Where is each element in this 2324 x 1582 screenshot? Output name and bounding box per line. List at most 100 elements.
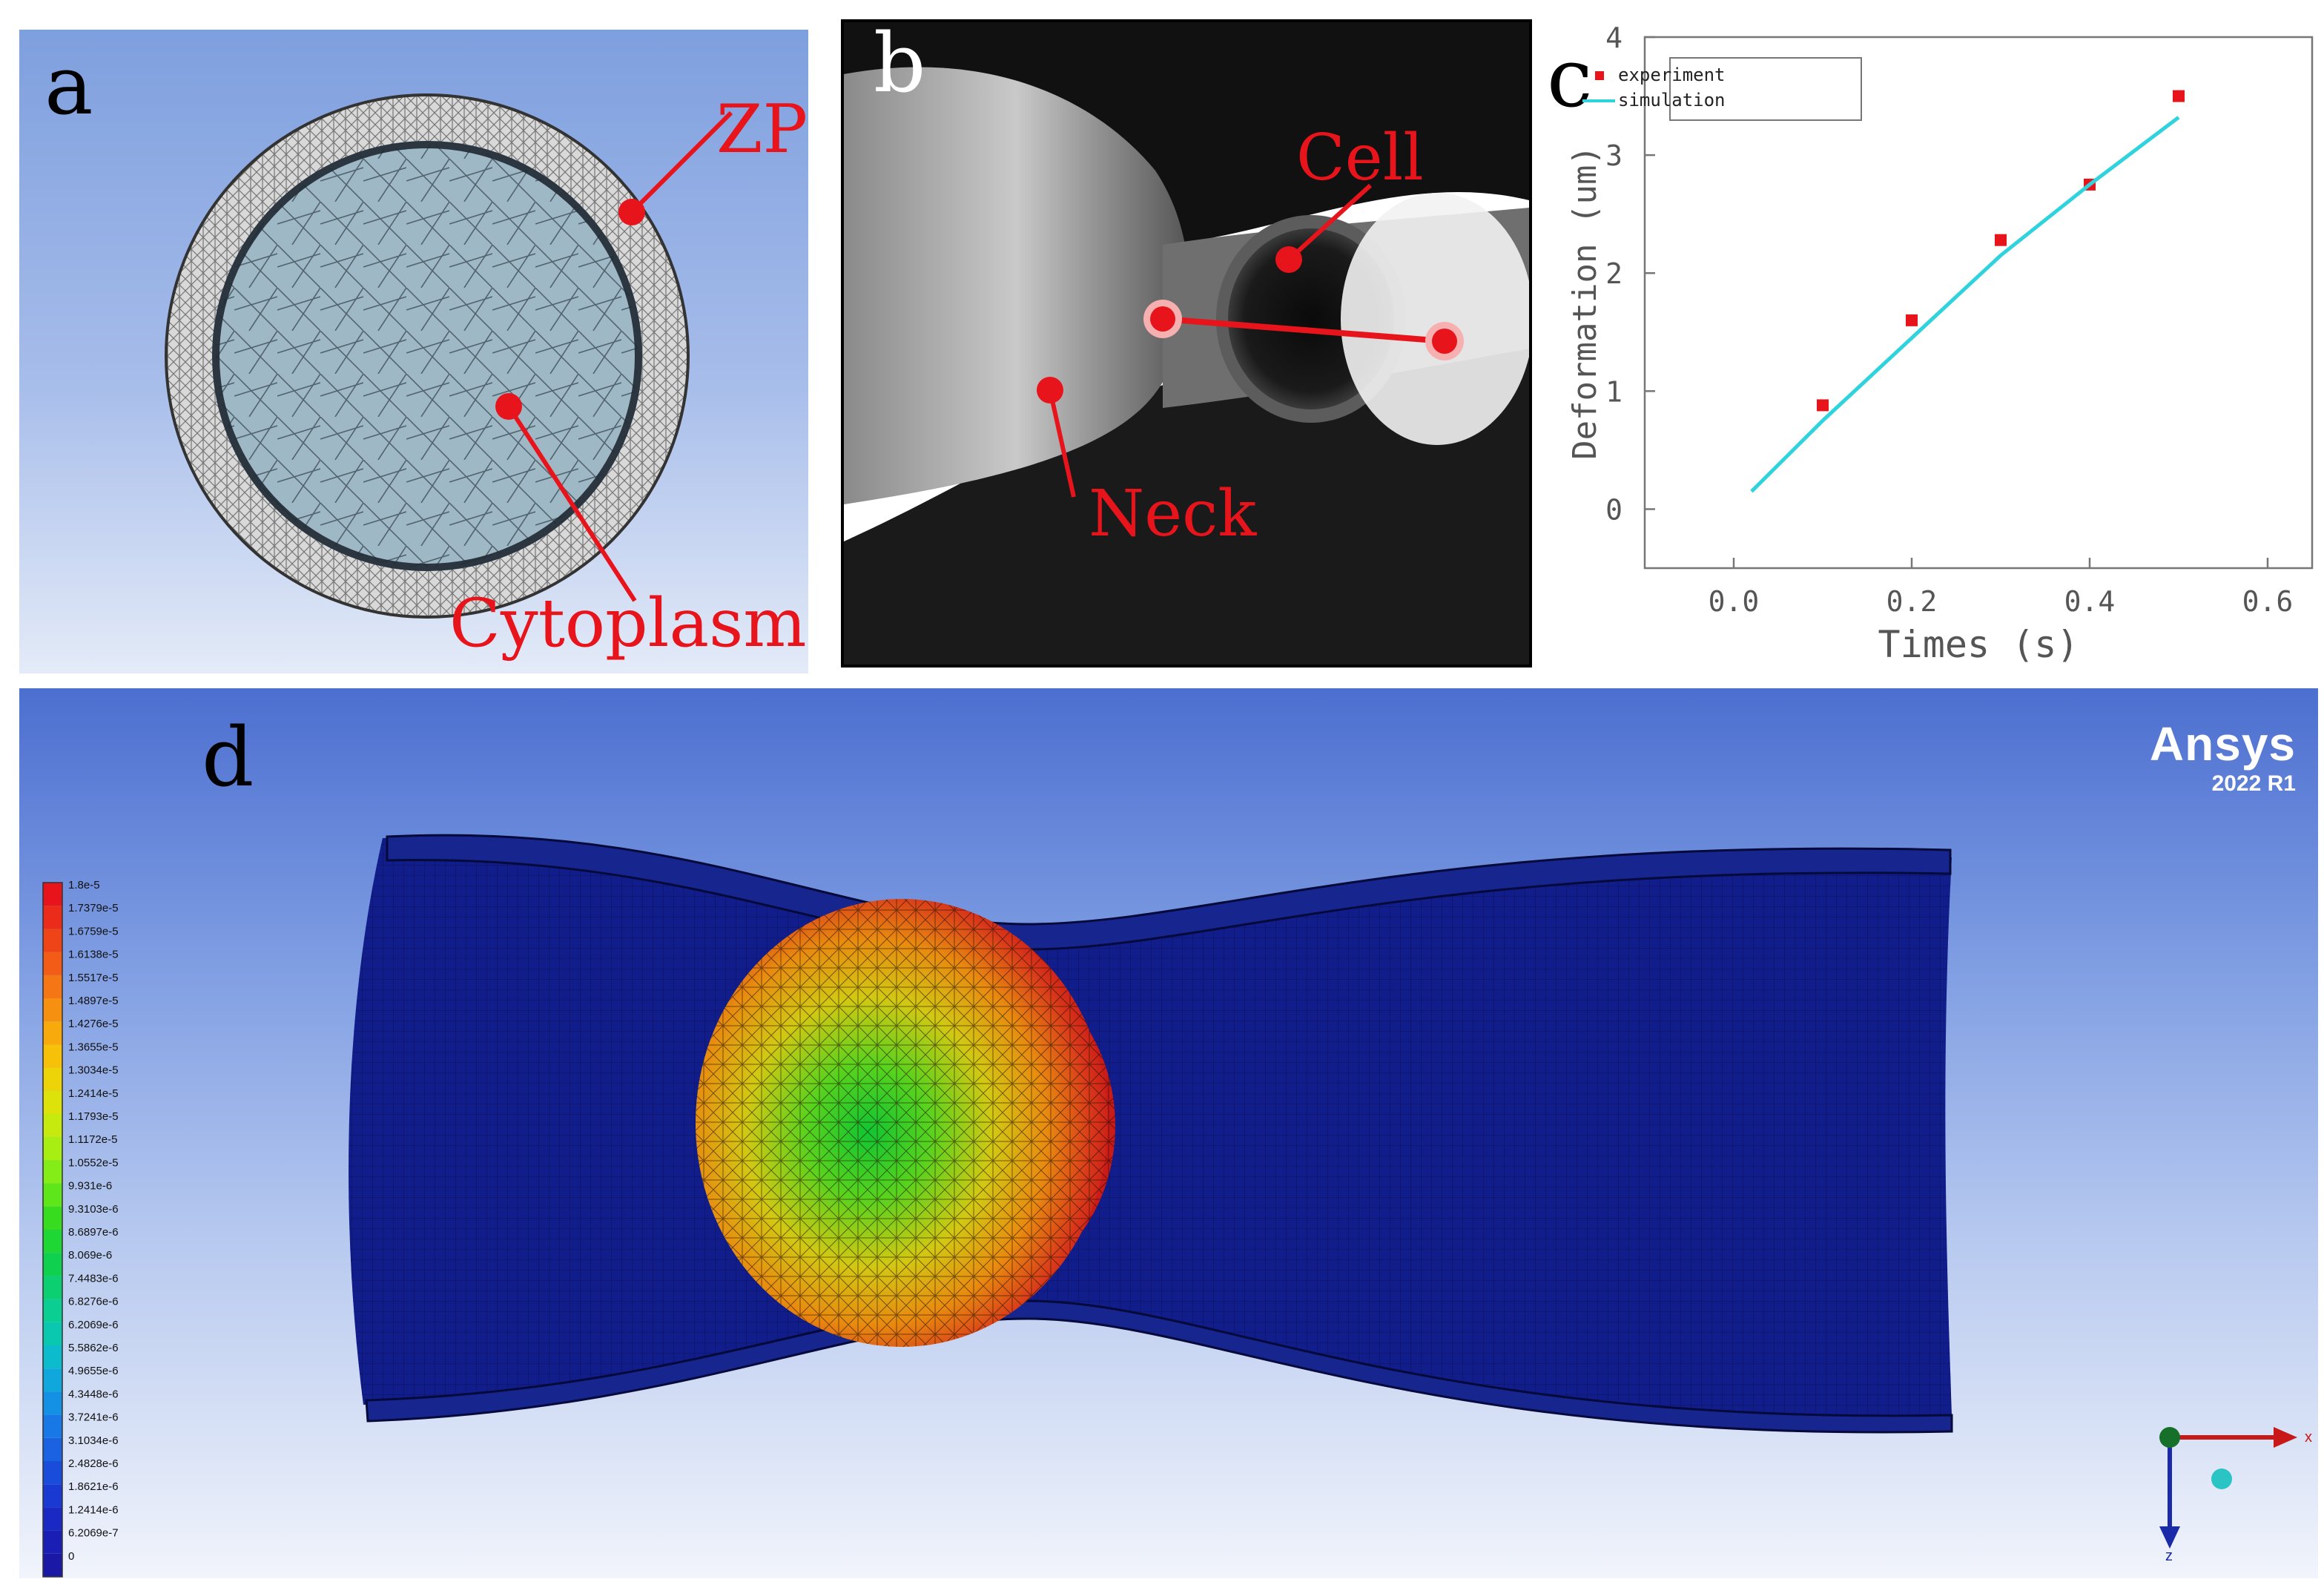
legend-value-label: 1.2414e-5 [68,1087,119,1100]
experiment-point [1906,314,1918,326]
panel-label-a: a [44,38,93,133]
fea-simulation-view: 1.8e-5 1.7379e-5 1.6759e-5 1.6138e-5 1.5517e… [42,834,2312,1578]
legend-color-swatch [43,1206,62,1230]
legend-color-swatch [43,1021,62,1045]
cell-diameter-line [1162,316,1445,344]
legend-value-label: 1.1172e-5 [68,1133,117,1146]
legend-value-label: 9.3103e-6 [68,1203,119,1216]
legend-value-label: 1.6138e-5 [68,949,119,961]
legend-color-swatch [43,1183,62,1207]
legend-value-label: 2.4828e-6 [68,1457,119,1470]
legend-frame [42,882,63,1578]
legend-color-swatch [43,906,62,929]
legend-value-label: 1.8621e-6 [68,1480,119,1493]
legend-color-swatch [43,1507,62,1531]
view-axis-dot [2211,1469,2232,1489]
legend-value-label: 1.3034e-5 [68,1064,119,1077]
legend-color-swatch [43,998,62,1022]
legend-color-swatch [43,1414,62,1438]
z-axis-letter: z [2165,1548,2173,1564]
legend-value-label: 1.3655e-5 [68,1041,119,1053]
y-axis-label: Deformation (um) [1566,145,1604,460]
x-tick-label: 0.6 [2242,585,2294,618]
deformation-chart: 0.0 0.2 0.4 0.6 0 1 2 3 4 Times (s) Deformation … [1566,22,2314,666]
microchannel-image [844,22,1529,665]
experiment-point [1817,399,1829,412]
panel-label-d: d [202,710,254,805]
chart-legend [1669,57,1862,121]
legend-color-swatch [43,1530,62,1554]
legend-color-swatch [43,1253,62,1276]
legend-value-label: 6.8276e-6 [68,1296,119,1308]
legend-value-label: 3.1034e-6 [68,1434,119,1447]
legend-color-swatch [43,1160,62,1184]
x-tick-label: 0.2 [1886,585,1938,618]
mesh-sphere-figure [165,93,733,619]
legend-value-label: 1.7379e-5 [68,902,119,914]
legend-color-swatch [43,883,62,906]
neck-marker [1037,377,1063,403]
cytoplasm-label: Cytoplasm [449,584,807,662]
y-tick-label: 2 [1605,257,1622,290]
panel-d-simulation: 1.8e-5 1.7379e-5 1.6759e-5 1.6138e-5 1.5517e… [19,688,2318,1578]
legend-color-swatch [43,1044,62,1068]
legend-color-swatch [43,929,62,952]
panel-label-c: c [1547,30,1593,125]
plot-frame [1643,36,2314,570]
legend-value-label: 1.0552e-5 [68,1156,119,1169]
legend-value-label: 3.7241e-6 [68,1411,119,1424]
legend-value-label: 5.5862e-6 [68,1342,119,1354]
cell-label: Cell [1296,121,1424,195]
y-tick-label: 3 [1605,139,1622,172]
legend-label-simulation: simulation [1618,90,1726,111]
panel-a-mesh: a ZP Cytoplasm [19,30,808,673]
ansys-logo: Ansys 2022 R1 [2150,716,2296,797]
panel-label-b: b [874,19,926,111]
simulation-line [1750,116,2180,493]
legend-color-swatch [43,1299,62,1322]
legend-color-swatch [43,1114,62,1138]
legend-color-swatch [43,1437,62,1461]
legend-color-swatch [43,975,62,998]
x-tick-label: 0.4 [2064,585,2116,618]
experiment-point [1995,234,2007,246]
diameter-end-right [1432,329,1457,354]
x-axis-letter: x [2305,1429,2312,1446]
legend-color-swatch [43,1368,62,1392]
brand-version: 2022 R1 [2211,771,2296,796]
legend-value-label: 1.6759e-5 [68,925,119,937]
cell-marker [1275,246,1302,273]
panel-c-chart: 0.0 0.2 0.4 0.6 0 1 2 3 4 Times (s) Deformation … [1547,15,2318,668]
cell-leader-line [1287,183,1373,262]
legend-value-label: 6.2069e-6 [68,1319,119,1331]
zp-leader-line [630,111,733,214]
legend-color-swatch [43,1553,62,1577]
experiment-point [2173,90,2185,102]
legend-color-swatch [43,1230,62,1253]
diameter-end-left [1150,306,1175,332]
legend-value-label: 1.5517e-5 [68,972,119,984]
legend-value-label: 8.069e-6 [68,1249,112,1262]
legend-value-label: 1.4276e-5 [68,1018,119,1030]
legend-color-swatch [43,1067,62,1091]
cytoplasm-leader-line [506,405,637,602]
zp-label: ZP [716,90,808,168]
legend-color-swatch [43,1484,62,1508]
neck-label: Neck [1089,477,1257,551]
cytoplasm-marker [495,393,522,420]
y-tick-label: 1 [1605,375,1622,408]
legend-swatch-experiment [1587,64,1612,87]
panel-b-micrograph: b Cell Neck [841,19,1532,668]
legend-value-label: 9.931e-6 [68,1180,112,1193]
legend-color-swatch [43,1345,62,1369]
legend-value-label: 4.3448e-6 [68,1388,119,1400]
neck-leader-line [1048,389,1076,498]
legend-color-swatch [43,1090,62,1114]
legend-value-label: 8.6897e-6 [68,1226,119,1239]
legend-value-label: 4.9655e-6 [68,1365,119,1377]
legend-value-label: 0 [68,1550,74,1563]
x-axis-label: Times (s) [1878,623,2079,666]
color-legend: 1.8e-5 1.7379e-5 1.6759e-5 1.6138e-5 1.5517e… [42,879,119,1578]
legend-label-experiment: experiment [1618,65,1726,85]
legend-value-label: 6.2069e-7 [68,1527,119,1540]
